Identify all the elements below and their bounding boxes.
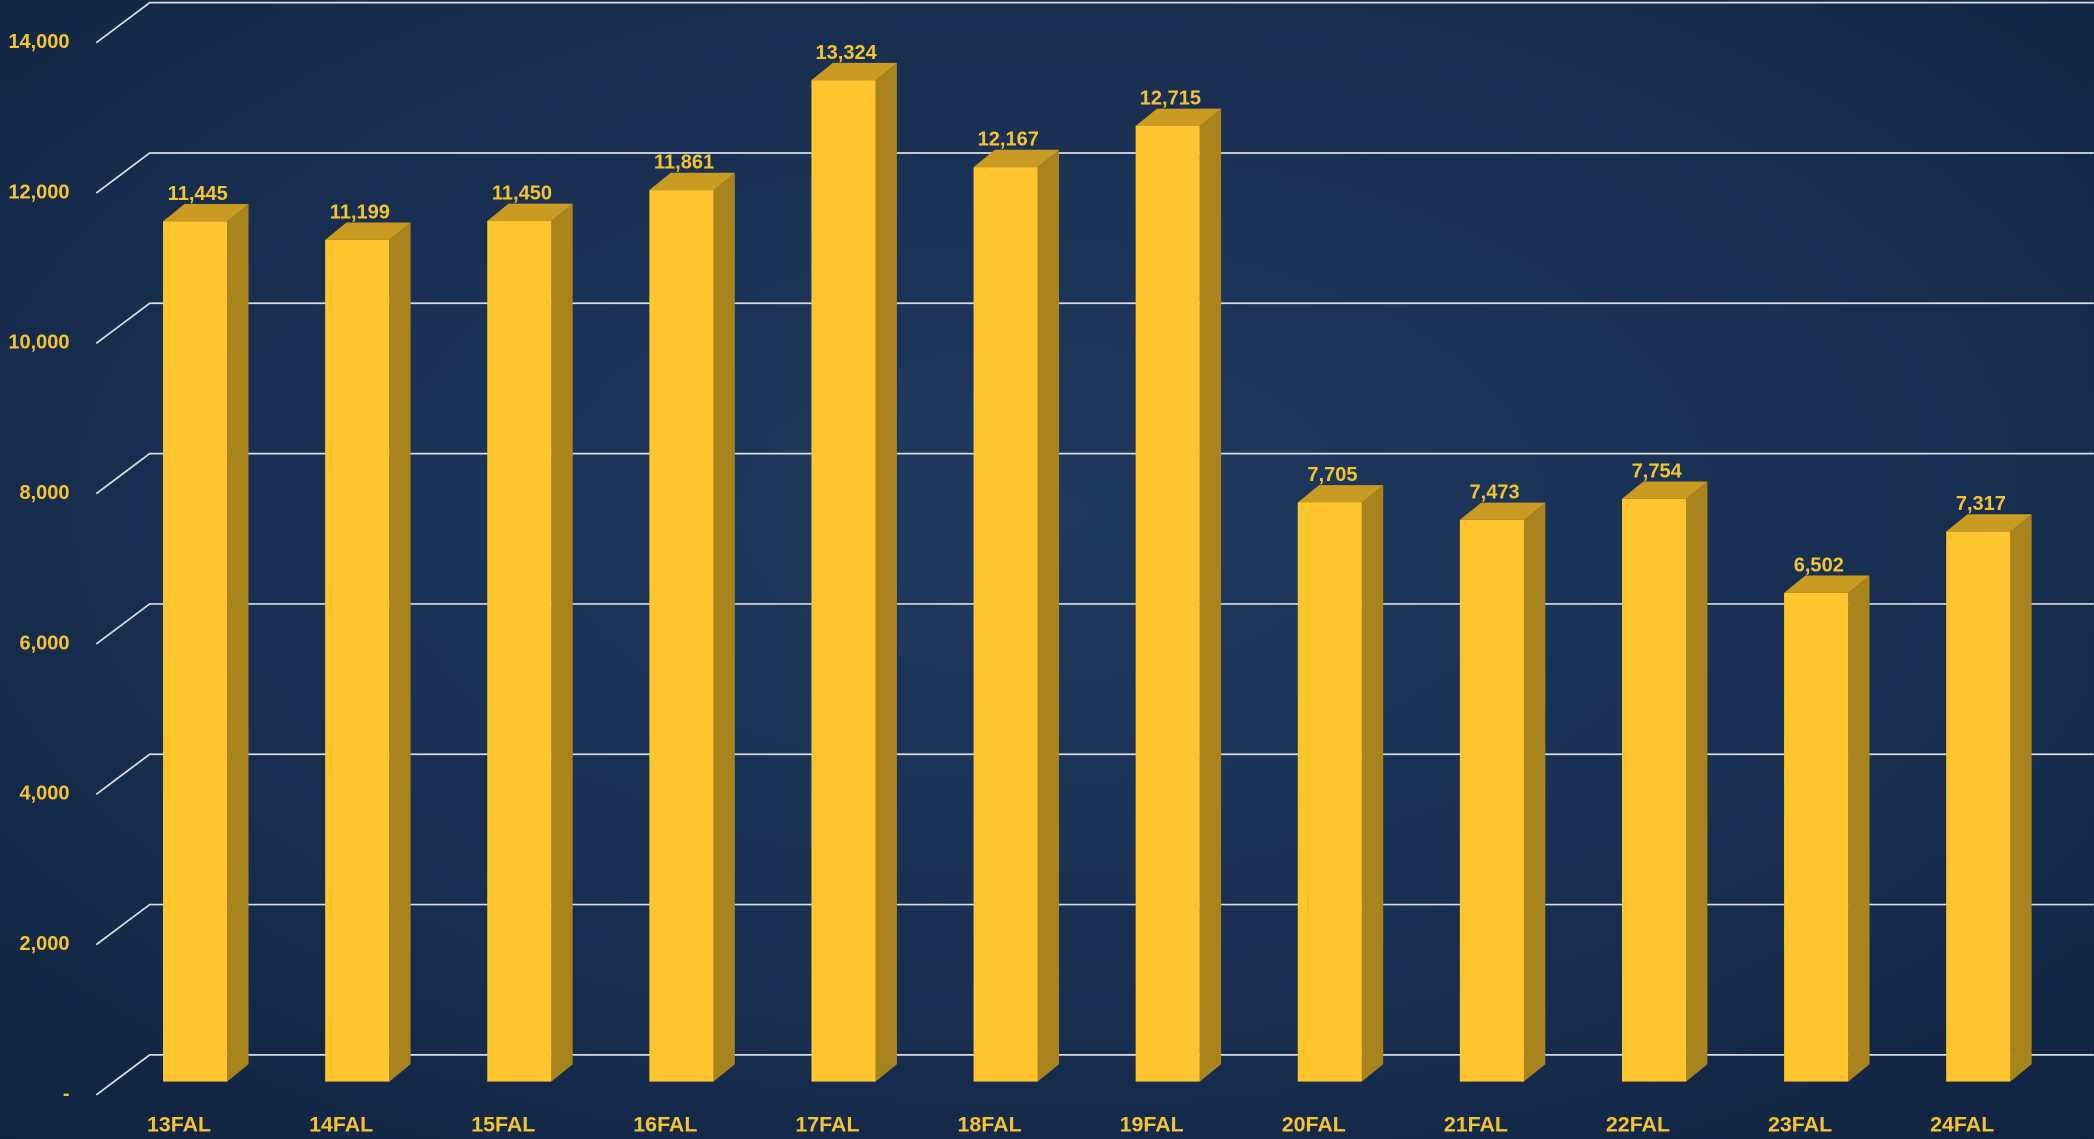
bar-top (1946, 514, 2032, 532)
y-tick-label: - (63, 1083, 70, 1105)
value-label: 7,754 (1632, 460, 1683, 482)
bar (811, 80, 876, 1082)
value-label: 11,450 (492, 183, 552, 205)
bar (1946, 531, 2011, 1082)
y-tick-label: 2,000 (19, 933, 69, 955)
x-tick-label: 20FAL (1282, 1112, 1346, 1136)
bar-top (649, 172, 735, 191)
grid-line (95, 452, 2094, 495)
bar-top (163, 204, 249, 222)
value-label: 11,861 (654, 152, 714, 174)
bar (325, 239, 390, 1082)
value-label: 11,199 (330, 201, 390, 223)
x-tick-label: 23FAL (1768, 1112, 1832, 1136)
value-label: 12,715 (1140, 88, 1201, 110)
bar (1621, 498, 1687, 1082)
x-tick-label: 19FAL (1120, 1112, 1184, 1136)
bar (1135, 125, 1200, 1082)
bar-side (875, 62, 897, 1082)
bars: 11,445 13FAL 11,199 14FAL 11,450 15FAL 11,861 1… (147, 42, 2032, 1136)
grid-line (95, 152, 2094, 194)
x-tick-label: 13FAL (147, 1112, 211, 1136)
grid-line (95, 903, 2094, 946)
bar-top (1297, 485, 1384, 503)
bar-top (487, 203, 573, 222)
bar (1459, 519, 1524, 1082)
bar (1784, 592, 1849, 1082)
value-label: 7,705 (1307, 464, 1357, 486)
value-label: 11,445 (168, 183, 228, 205)
value-label: 12,167 (978, 129, 1039, 151)
x-tick-label: 17FAL (795, 1112, 859, 1136)
y-tick-label: 6,000 (19, 632, 69, 654)
x-tick-label: 24FAL (1930, 1112, 1994, 1136)
x-tick-label: 18FAL (958, 1112, 1022, 1136)
bar-side (227, 204, 249, 1082)
grid-line (95, 1054, 2094, 1096)
bar-top (1459, 502, 1546, 520)
bar-side (2010, 514, 2032, 1082)
y-tick-label: 4,000 (19, 783, 69, 805)
y-tick-label: 12,000 (8, 181, 69, 203)
grid-line (95, 603, 2094, 645)
bar-side (1686, 481, 1708, 1082)
bar-top (811, 62, 897, 81)
bar (163, 221, 228, 1082)
x-tick-label: 22FAL (1606, 1112, 1670, 1136)
bar-top (1784, 575, 1870, 593)
x-tick-label: 21FAL (1444, 1112, 1508, 1136)
x-tick-label: 16FAL (633, 1112, 697, 1136)
bar (487, 221, 552, 1082)
bar (1297, 502, 1362, 1082)
y-tick-label: 10,000 (8, 332, 69, 354)
x-tick-label: 15FAL (471, 1112, 535, 1136)
bar-top (325, 222, 411, 240)
bar-side (551, 203, 573, 1082)
value-label: 7,317 (1956, 493, 2006, 515)
grid-line (95, 1, 2094, 44)
bar-side (1523, 502, 1546, 1082)
value-label: 13,324 (816, 42, 878, 64)
bar-side (389, 222, 411, 1082)
bar-top (973, 149, 1060, 168)
value-label: 7,473 (1470, 482, 1520, 504)
grid-line (95, 753, 2094, 795)
bar-side (1037, 149, 1060, 1082)
bar-side (1848, 575, 1870, 1082)
bar-side (1361, 485, 1384, 1082)
value-label: 6,502 (1794, 554, 1844, 576)
bar (973, 167, 1038, 1082)
grid-line (95, 302, 2094, 345)
bar (649, 190, 714, 1082)
y-tick-label: 8,000 (19, 482, 69, 504)
bar-top (1621, 481, 1708, 499)
x-tick-label: 14FAL (309, 1112, 373, 1136)
bar-side (1199, 108, 1222, 1082)
bar-top (1135, 108, 1222, 126)
bar-side (713, 172, 735, 1082)
grid: - 2,000 4,000 6,000 8,000 10,000 12,000 14,000 (8, 1, 2094, 1105)
y-tick-label: 14,000 (8, 31, 69, 53)
